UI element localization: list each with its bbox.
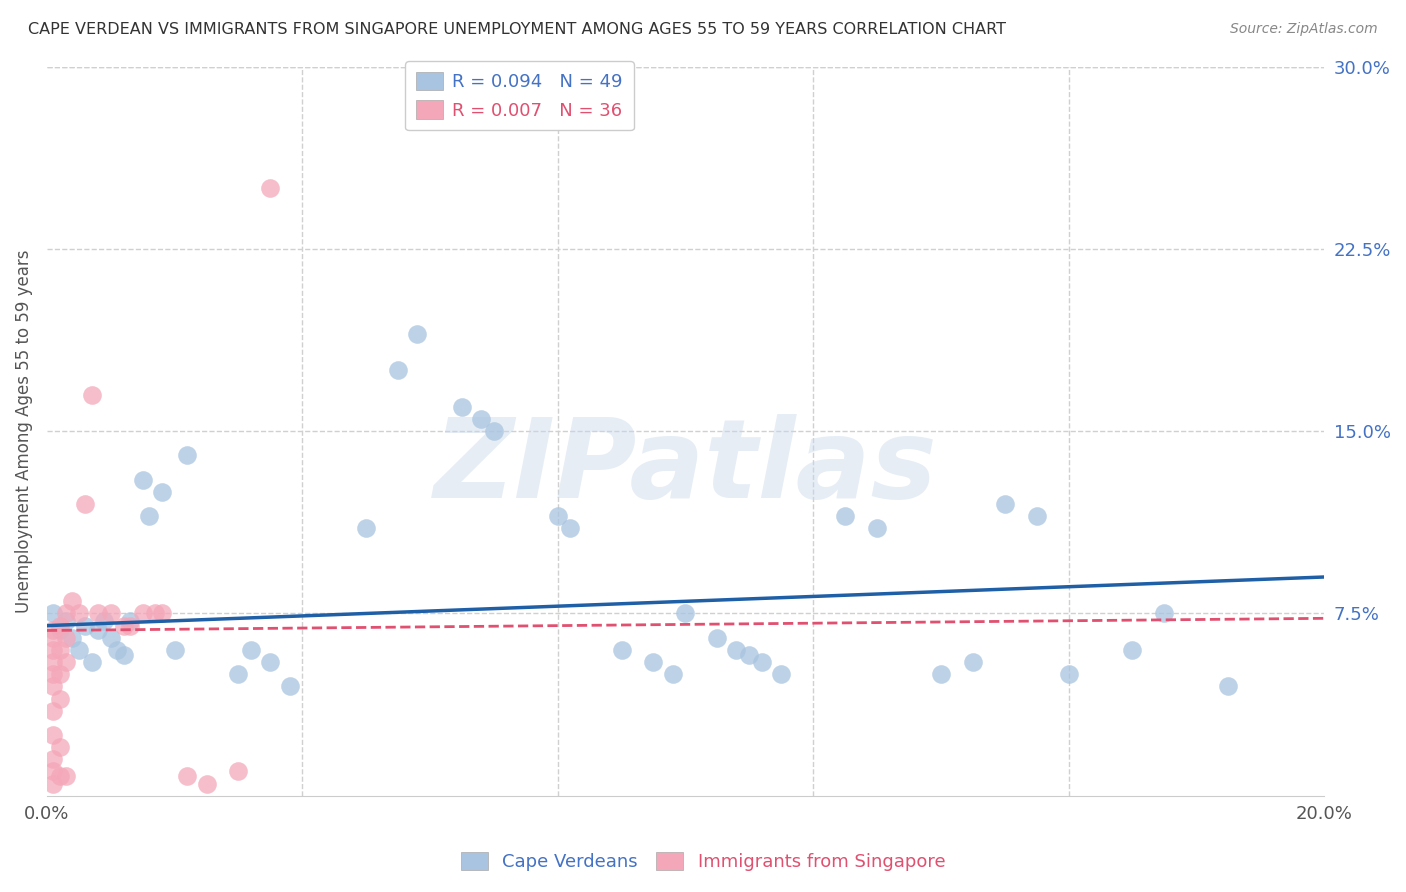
Point: [770, 667, 793, 681]
Point: [643, 655, 665, 669]
Point: [55, 631, 77, 645]
Point: [228, 667, 250, 681]
Point: [112, 618, 135, 632]
Point: [80, 655, 103, 669]
Point: [1153, 607, 1175, 621]
Point: [1057, 667, 1080, 681]
Point: [118, 618, 141, 632]
Point: [42, 679, 65, 693]
Legend: Cape Verdeans, Immigrants from Singapore: Cape Verdeans, Immigrants from Singapore: [454, 845, 952, 879]
Point: [150, 607, 173, 621]
Point: [131, 607, 153, 621]
Point: [560, 521, 582, 535]
Point: [67, 643, 90, 657]
Point: [176, 449, 198, 463]
Point: [1216, 679, 1239, 693]
Point: [482, 424, 505, 438]
Point: [406, 326, 429, 341]
Point: [994, 497, 1017, 511]
Point: [42, 752, 65, 766]
Point: [75, 618, 97, 632]
Point: [48, 740, 70, 755]
Point: [105, 643, 128, 657]
Text: Source: ZipAtlas.com: Source: ZipAtlas.com: [1230, 22, 1378, 37]
Point: [228, 764, 250, 779]
Point: [706, 631, 728, 645]
Point: [48, 667, 70, 681]
Point: [834, 509, 856, 524]
Point: [131, 473, 153, 487]
Point: [387, 363, 409, 377]
Text: ZIPatlas: ZIPatlas: [433, 414, 938, 521]
Point: [195, 776, 218, 790]
Point: [661, 667, 683, 681]
Point: [42, 655, 65, 669]
Point: [42, 764, 65, 779]
Point: [42, 704, 65, 718]
Point: [112, 648, 135, 662]
Point: [1121, 643, 1143, 657]
Text: CAPE VERDEAN VS IMMIGRANTS FROM SINGAPORE UNEMPLOYMENT AMONG AGES 55 TO 59 YEARS: CAPE VERDEAN VS IMMIGRANTS FROM SINGAPOR…: [28, 22, 1007, 37]
Point: [278, 679, 301, 693]
Point: [610, 643, 633, 657]
Point: [100, 631, 122, 645]
Point: [62, 594, 84, 608]
Y-axis label: Unemployment Among Ages 55 to 59 years: Unemployment Among Ages 55 to 59 years: [15, 250, 32, 613]
Point: [451, 400, 474, 414]
Point: [87, 607, 110, 621]
Point: [259, 655, 281, 669]
Point: [67, 607, 90, 621]
Point: [100, 607, 122, 621]
Point: [470, 412, 492, 426]
Point: [93, 614, 115, 628]
Point: [55, 769, 77, 783]
Point: [62, 631, 84, 645]
Point: [240, 643, 263, 657]
Point: [962, 655, 984, 669]
Point: [48, 769, 70, 783]
Point: [929, 667, 952, 681]
Point: [354, 521, 377, 535]
Point: [55, 614, 77, 628]
Point: [163, 643, 186, 657]
Point: [55, 607, 77, 621]
Point: [259, 181, 281, 195]
Point: [150, 485, 173, 500]
Point: [55, 655, 77, 669]
Point: [725, 643, 748, 657]
Point: [42, 631, 65, 645]
Point: [48, 643, 70, 657]
Point: [547, 509, 569, 524]
Point: [866, 521, 889, 535]
Point: [42, 624, 65, 638]
Point: [80, 388, 103, 402]
Legend: R = 0.094   N = 49, R = 0.007   N = 36: R = 0.094 N = 49, R = 0.007 N = 36: [405, 61, 634, 130]
Point: [42, 643, 65, 657]
Point: [176, 769, 198, 783]
Point: [42, 607, 65, 621]
Point: [42, 667, 65, 681]
Point: [48, 618, 70, 632]
Point: [118, 614, 141, 628]
Point: [138, 509, 160, 524]
Point: [87, 624, 110, 638]
Point: [42, 728, 65, 742]
Point: [75, 497, 97, 511]
Point: [738, 648, 761, 662]
Point: [48, 624, 70, 638]
Point: [1025, 509, 1047, 524]
Point: [42, 776, 65, 790]
Point: [673, 607, 696, 621]
Point: [145, 607, 167, 621]
Point: [48, 691, 70, 706]
Point: [751, 655, 773, 669]
